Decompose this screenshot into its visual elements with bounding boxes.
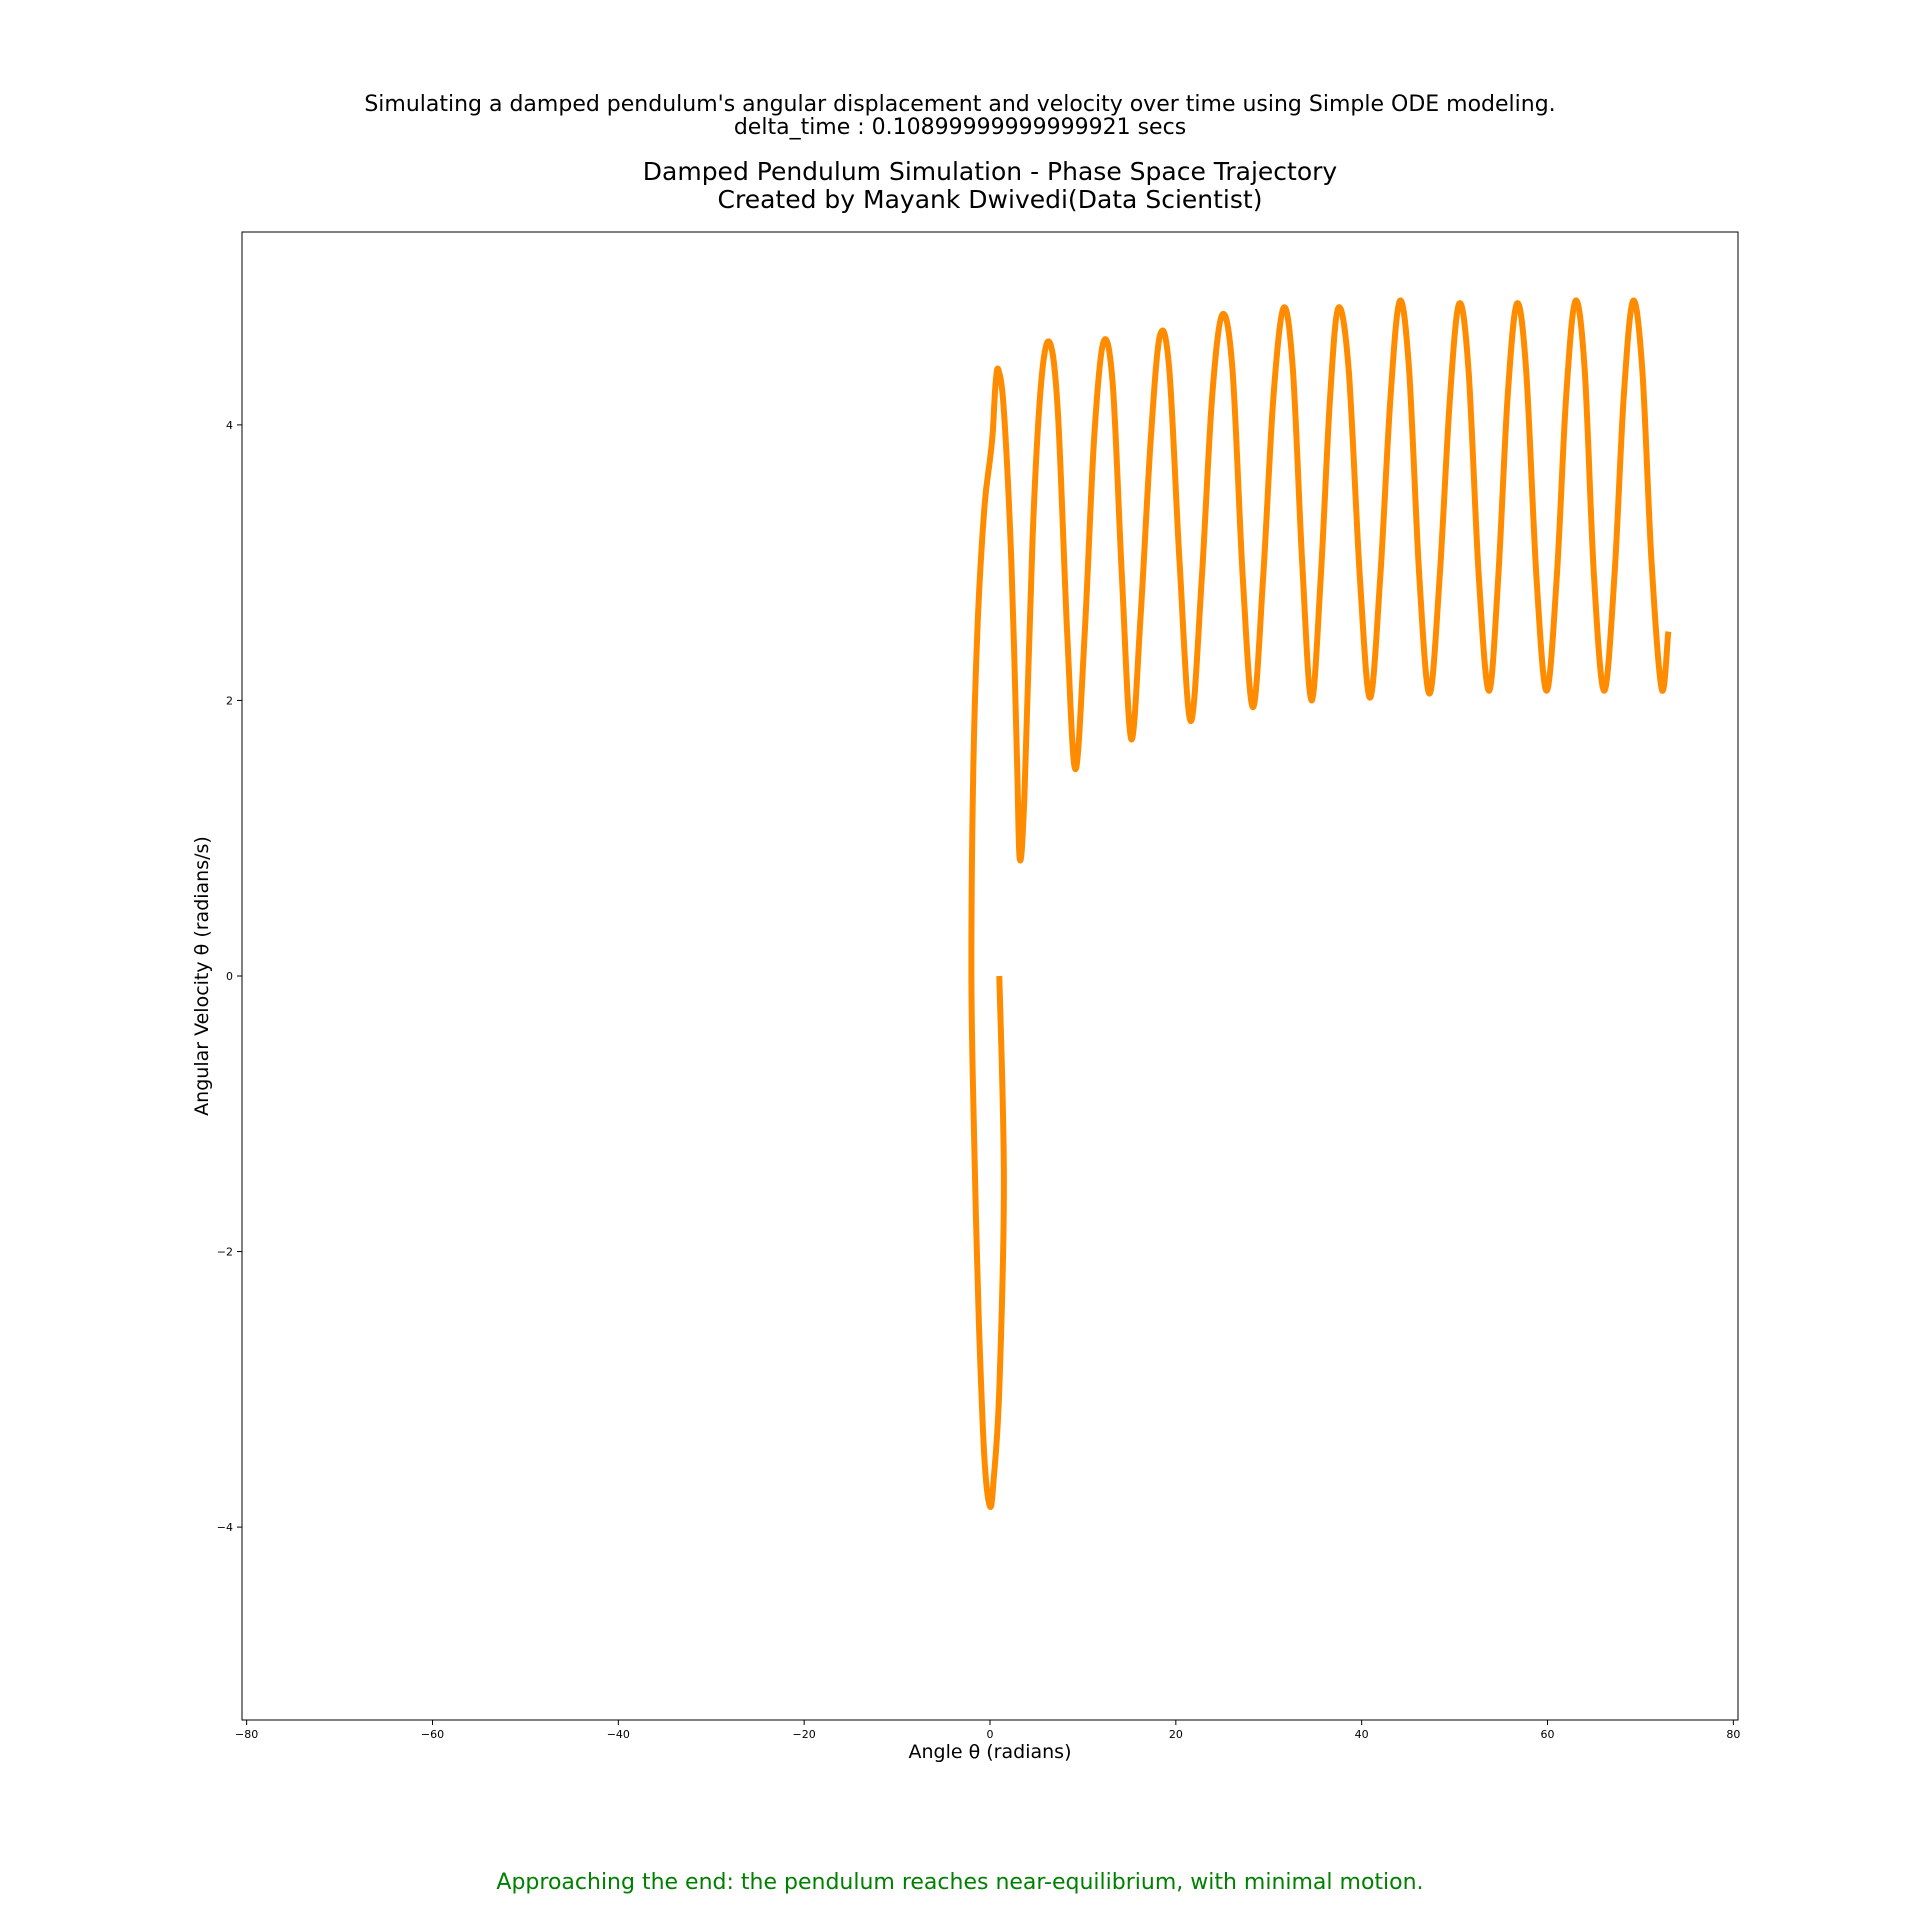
x-tick-label: −80 [235,1728,258,1741]
y-axis: −4 −2 0 2 4 [217,419,242,1534]
x-tick-label: 0 [987,1728,994,1741]
x-tick-label: 60 [1541,1728,1555,1741]
trajectory-line [968,297,1672,1511]
x-axis-label: Angle θ (radians) [909,1741,1072,1763]
x-tick-label: 80 [1726,1728,1740,1741]
x-tick-label: 20 [1169,1728,1183,1741]
chart-title: Damped Pendulum Simulation - Phase Space… [642,157,1338,186]
y-tick-label: 0 [226,970,233,983]
x-tick-label: −40 [607,1728,630,1741]
y-axis-label: Angular Velocity θ (radians/s) [191,836,213,1116]
series-layer [968,297,1672,1511]
x-tick-label: −60 [421,1728,444,1741]
y-tick-label: −4 [217,1521,233,1534]
y-tick-label: 2 [226,694,233,707]
figure-suptitle-line-1: Simulating a damped pendulum's angular d… [364,92,1556,117]
y-tick-label: 4 [226,419,233,432]
y-tick-label: −2 [217,1246,233,1259]
x-tick-label: −20 [793,1728,816,1741]
chart-subtitle: Created by Mayank Dwivedi(Data Scientist… [717,185,1263,214]
x-axis: −80 −60 −40 −20 0 20 40 60 80 [235,1720,1740,1741]
caption-text: Approaching the end: the pendulum reache… [496,1870,1424,1895]
x-tick-label: 40 [1355,1728,1369,1741]
figure-suptitle-line-2: delta_time : 0.10899999999999921 secs [733,115,1187,140]
